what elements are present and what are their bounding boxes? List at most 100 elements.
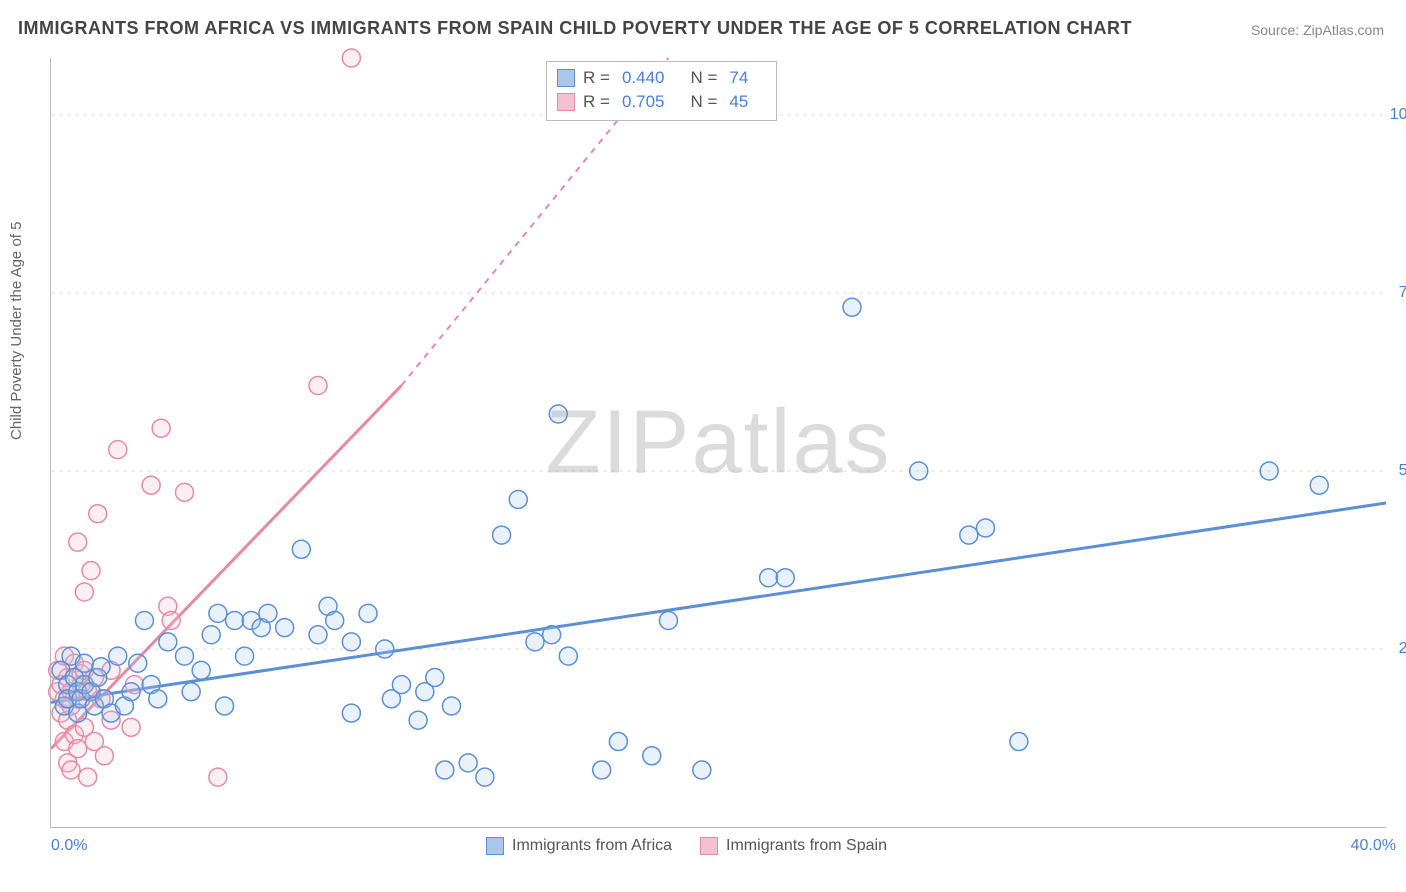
legend-stats: R = 0.440 N = 74 R = 0.705 N = 45 [546, 61, 777, 121]
data-point [92, 658, 110, 676]
data-point [426, 668, 444, 686]
chart-title: IMMIGRANTS FROM AFRICA VS IMMIGRANTS FRO… [18, 18, 1132, 39]
legend-n-spain: 45 [729, 92, 748, 112]
data-point [476, 768, 494, 786]
data-point [359, 604, 377, 622]
data-point [977, 519, 995, 537]
legend-r-spain: 0.705 [622, 92, 665, 112]
data-point [309, 626, 327, 644]
data-point [609, 733, 627, 751]
legend-item-spain: Immigrants from Spain [700, 837, 887, 855]
plot-area: ZIPatlas R = 0.440 N = 74 R = 0.705 N = … [50, 58, 1386, 828]
legend-row-africa: R = 0.440 N = 74 [557, 66, 766, 90]
data-point [209, 604, 227, 622]
chart-svg [51, 58, 1386, 827]
data-point [493, 526, 511, 544]
y-tick-label: 25.0% [1399, 640, 1406, 658]
data-point [69, 740, 87, 758]
data-point [342, 704, 360, 722]
data-point [693, 761, 711, 779]
data-point [342, 49, 360, 67]
y-axis-label: Child Poverty Under the Age of 5 [8, 222, 25, 440]
data-point [109, 647, 127, 665]
data-point [62, 761, 80, 779]
legend-r-label: R = [583, 92, 610, 112]
data-point [75, 654, 93, 672]
y-tick-label: 100.0% [1390, 106, 1406, 124]
data-point [135, 612, 153, 630]
data-point [69, 533, 87, 551]
data-point [149, 690, 167, 708]
data-point [443, 697, 461, 715]
data-point [259, 604, 277, 622]
data-point [509, 490, 527, 508]
data-point [459, 754, 477, 772]
data-point [159, 633, 177, 651]
data-point [409, 711, 427, 729]
data-point [216, 697, 234, 715]
data-point [292, 540, 310, 558]
data-point [122, 718, 140, 736]
data-point [226, 612, 244, 630]
data-point [152, 419, 170, 437]
data-point [342, 633, 360, 651]
data-point [760, 569, 778, 587]
data-point [182, 683, 200, 701]
data-point [95, 747, 113, 765]
data-point [276, 619, 294, 637]
legend-label-spain: Immigrants from Spain [726, 837, 887, 855]
data-point [142, 476, 160, 494]
data-point [192, 661, 210, 679]
data-point [176, 483, 194, 501]
legend-n-africa: 74 [729, 68, 748, 88]
y-tick-label: 75.0% [1399, 284, 1406, 302]
swatch-spain [557, 93, 575, 111]
data-point [176, 647, 194, 665]
legend-r-label: R = [583, 68, 610, 88]
data-point [593, 761, 611, 779]
data-point [89, 505, 107, 523]
swatch-spain [700, 837, 718, 855]
data-point [109, 441, 127, 459]
data-point [910, 462, 928, 480]
data-point [1010, 733, 1028, 751]
legend-row-spain: R = 0.705 N = 45 [557, 90, 766, 114]
data-point [659, 612, 677, 630]
data-point [75, 583, 93, 601]
data-point [526, 633, 544, 651]
data-point [559, 647, 577, 665]
source-attribution: Source: ZipAtlas.com [1251, 22, 1384, 38]
data-point [436, 761, 454, 779]
swatch-africa [557, 69, 575, 87]
data-point [549, 405, 567, 423]
legend-n-label: N = [690, 68, 717, 88]
data-point [392, 676, 410, 694]
data-point [843, 298, 861, 316]
legend-series: Immigrants from Africa Immigrants from S… [486, 837, 887, 855]
data-point [960, 526, 978, 544]
data-point [326, 612, 344, 630]
legend-item-africa: Immigrants from Africa [486, 837, 672, 855]
y-tick-label: 50.0% [1399, 462, 1406, 480]
data-point [162, 612, 180, 630]
data-point [643, 747, 661, 765]
x-tick-max: 40.0% [1351, 837, 1396, 855]
data-point [776, 569, 794, 587]
data-point [1260, 462, 1278, 480]
data-point [202, 626, 220, 644]
data-point [209, 768, 227, 786]
legend-n-label: N = [690, 92, 717, 112]
legend-label-africa: Immigrants from Africa [512, 837, 672, 855]
data-point [129, 654, 147, 672]
legend-r-africa: 0.440 [622, 68, 665, 88]
swatch-africa [486, 837, 504, 855]
data-point [82, 562, 100, 580]
data-point [309, 377, 327, 395]
data-point [122, 683, 140, 701]
data-point [1310, 476, 1328, 494]
x-tick-min: 0.0% [51, 837, 87, 855]
data-point [376, 640, 394, 658]
data-point [79, 768, 97, 786]
data-point [236, 647, 254, 665]
data-point [543, 626, 561, 644]
